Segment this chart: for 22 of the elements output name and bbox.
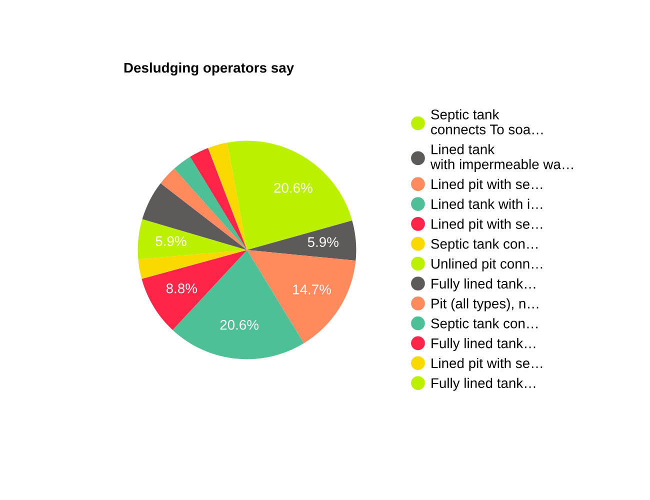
pie-slice <box>208 142 247 250</box>
legend-label: Septic tank con… <box>431 318 538 332</box>
pie-slice <box>138 250 247 279</box>
data-label: 20.6% <box>220 320 259 330</box>
legend-label: Unlined pit conn… <box>432 258 542 272</box>
legend-label: Fully lined tank… <box>432 378 536 391</box>
data-label: 5.9% <box>308 237 338 247</box>
legend-label: Lined tank with i… <box>432 198 542 210</box>
legend-label: Lined pit with se… <box>432 218 542 232</box>
legend-label: Pit (all types), n… <box>432 298 538 312</box>
data-label: 8.8% <box>166 283 197 294</box>
legend-label: Lined pit with se… <box>432 178 542 192</box>
legend-label: Septic tank connects To soa… <box>431 109 543 134</box>
data-label: 5.9% <box>156 236 186 246</box>
chart-title: Desludging operators say <box>124 62 294 76</box>
legend-label: Lined tank with impermeable wa… <box>430 144 573 172</box>
legend-label: Fully lined tank… <box>432 278 536 292</box>
legend-label: Septic tank con… <box>431 238 538 252</box>
legend-label: Fully lined tank… <box>432 338 536 351</box>
data-label: 14.7% <box>293 284 331 294</box>
legend-label: Lined pit with se… <box>432 358 542 371</box>
data-label: 20.6% <box>274 182 312 193</box>
